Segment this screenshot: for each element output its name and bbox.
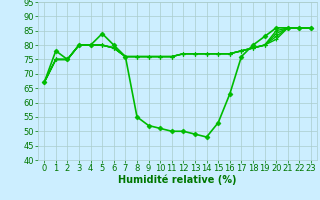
X-axis label: Humidité relative (%): Humidité relative (%) bbox=[118, 175, 237, 185]
